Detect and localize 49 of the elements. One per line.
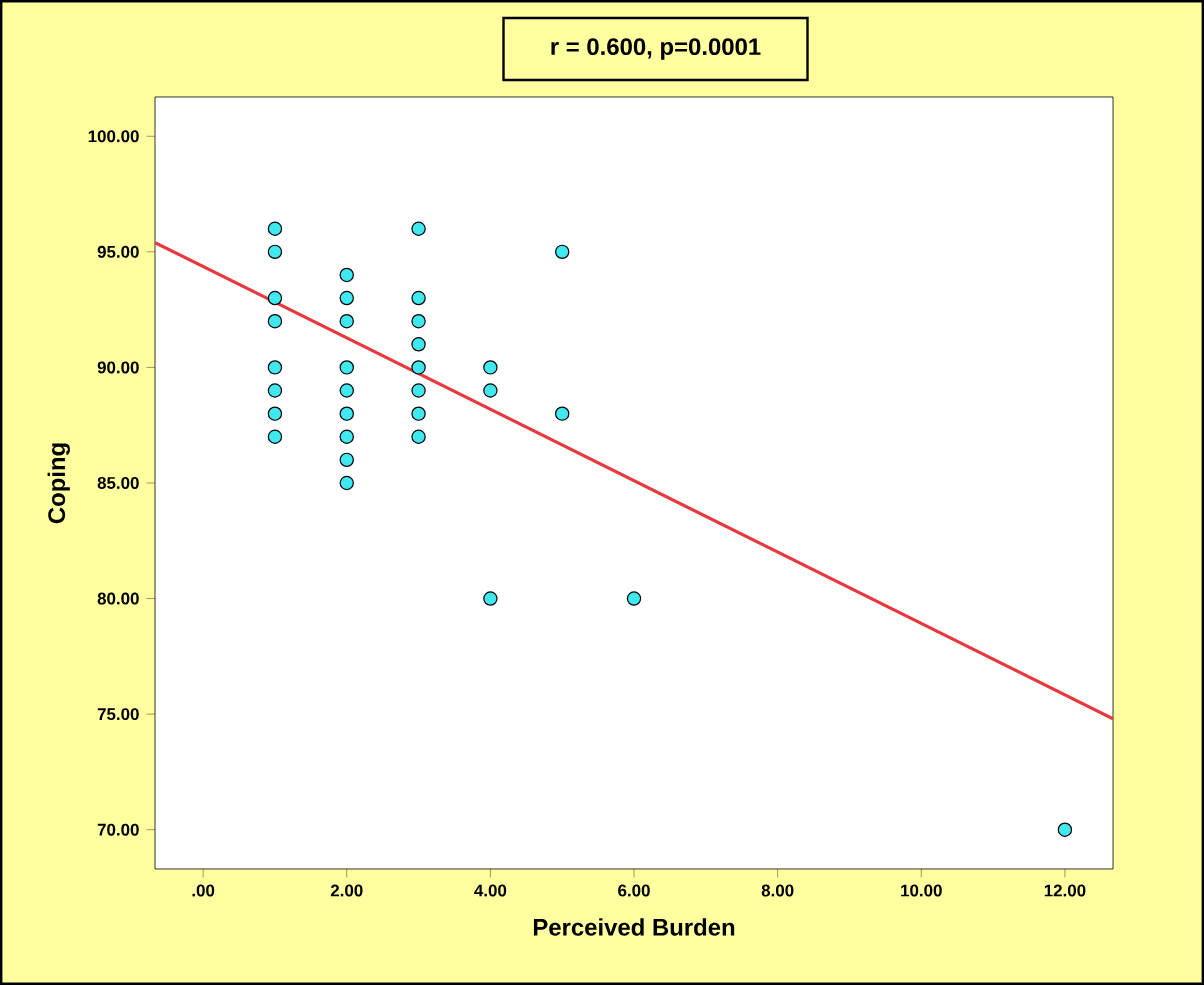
point [339, 290, 354, 306]
point [267, 406, 283, 421]
point [626, 591, 642, 606]
x-tick-label: 12.00 [1044, 884, 1086, 897]
y-tick-label: 80.00 [97, 592, 139, 605]
point [555, 244, 570, 260]
point [339, 429, 354, 444]
y-tick-label: 95.00 [97, 245, 139, 258]
point [339, 406, 354, 421]
y-tick-label: 85.00 [97, 477, 139, 489]
point [411, 337, 426, 352]
point [339, 383, 354, 398]
point [267, 429, 283, 444]
point [483, 360, 498, 375]
point [411, 360, 426, 375]
point [483, 383, 498, 398]
x-tick-label: 6.00 [618, 884, 650, 897]
point [483, 591, 498, 606]
point [267, 244, 283, 260]
point [267, 290, 283, 306]
point [411, 221, 426, 236]
x-tick-label: 4.00 [474, 884, 507, 897]
chart-title: r = 0.600, p=0.0001 [551, 38, 761, 60]
point [339, 475, 354, 491]
x-tick-label: .00 [192, 884, 215, 897]
point [267, 221, 283, 236]
y-axis-title: Coping [47, 443, 70, 524]
x-tick-label: 2.00 [330, 884, 363, 897]
point [555, 406, 570, 421]
point [411, 406, 426, 421]
y-tick-label: 100.00 [88, 130, 139, 143]
y-tick-label: 90.00 [97, 361, 139, 374]
point [267, 313, 283, 329]
point [339, 313, 354, 329]
point [411, 290, 426, 306]
point [339, 452, 354, 468]
point [267, 360, 283, 375]
point [339, 267, 354, 283]
point [411, 429, 426, 444]
point [411, 383, 426, 398]
point [339, 360, 354, 375]
point [1057, 822, 1073, 837]
x-tick-label: 10.00 [901, 884, 942, 897]
x-axis-title: Perceived Burden [533, 918, 735, 936]
y-tick-label: 70.00 [97, 823, 139, 836]
y-tick-label: 75.00 [97, 708, 139, 721]
point [411, 313, 426, 329]
x-tick-label: 8.00 [761, 884, 794, 897]
point [267, 383, 283, 398]
